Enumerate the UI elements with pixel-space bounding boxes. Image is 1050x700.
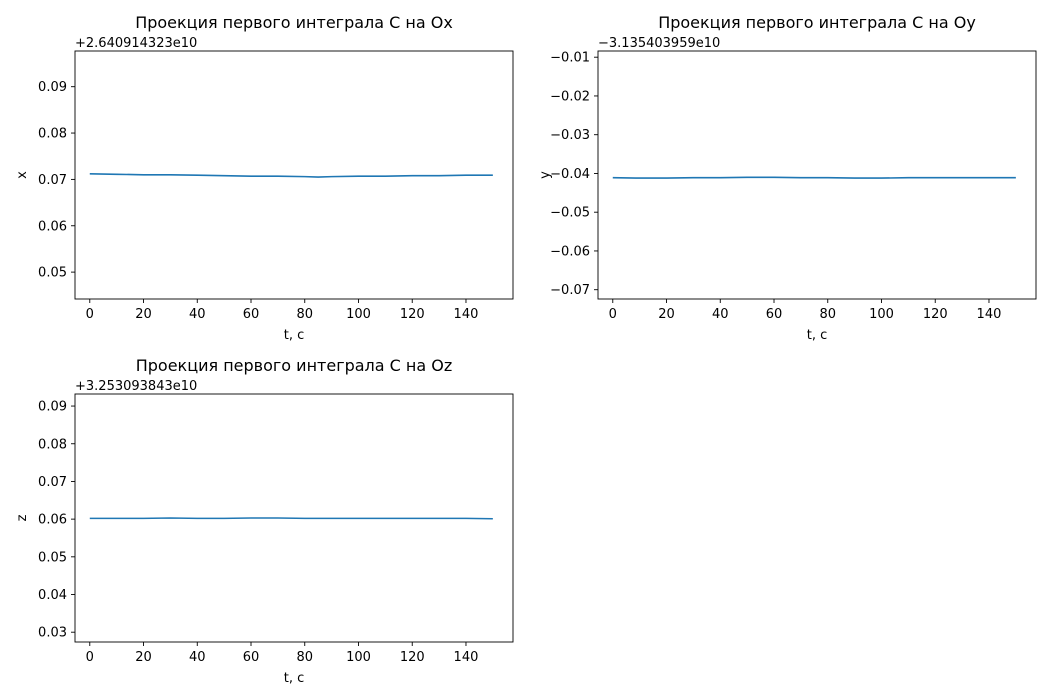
y-tick-label: −0.07 bbox=[550, 283, 590, 298]
x-tick-label: 40 bbox=[712, 307, 729, 322]
x-tick-label: 60 bbox=[766, 307, 783, 322]
x-tick-label: 100 bbox=[869, 307, 894, 322]
chart-title: Проекция первого интеграла C на Oy bbox=[658, 13, 976, 32]
x-tick-label: 20 bbox=[658, 307, 675, 322]
x-tick-label: 40 bbox=[189, 307, 206, 322]
chart-title: Проекция первого интеграла C на Ox bbox=[135, 13, 453, 32]
y-tick-label: −0.04 bbox=[550, 167, 590, 182]
y-tick-label: 0.06 bbox=[38, 219, 67, 234]
subplot-3: Проекция первого интеграла C на Oz +3.253… bbox=[15, 356, 514, 686]
y-tick-label: 0.06 bbox=[38, 513, 67, 528]
x-tick-label: 0 bbox=[609, 307, 617, 322]
x-tick-label: 120 bbox=[400, 307, 425, 322]
x-tick-label: 40 bbox=[189, 650, 206, 665]
y-tick-label: −0.01 bbox=[550, 51, 590, 66]
series-line bbox=[612, 176, 1016, 179]
x-tick-label: 20 bbox=[135, 307, 152, 322]
x-axis-label: t, c bbox=[284, 671, 305, 686]
axes-frame bbox=[597, 50, 1037, 300]
y-tick-label: 0.04 bbox=[38, 588, 67, 603]
y-axis-label: y bbox=[538, 171, 553, 179]
x-tick-label: 80 bbox=[819, 307, 836, 322]
y-tick-label: −0.06 bbox=[550, 244, 590, 259]
subplot-2: Проекция первого интеграла C на Oy −3.135… bbox=[538, 13, 1037, 343]
x-tick-label: 80 bbox=[296, 307, 313, 322]
x-tick-label: 140 bbox=[454, 307, 479, 322]
y-tick-label: 0.05 bbox=[38, 266, 67, 281]
series-line bbox=[89, 517, 493, 520]
y-tick-label: 0.08 bbox=[38, 127, 67, 142]
x-tick-label: 120 bbox=[923, 307, 948, 322]
x-axis-label: t, c bbox=[807, 328, 828, 343]
y-offset-label: −3.135403959e10 bbox=[598, 36, 720, 51]
x-tick-label: 100 bbox=[346, 650, 371, 665]
y-axis-label: z bbox=[15, 514, 30, 521]
y-tick-label: 0.09 bbox=[38, 400, 67, 415]
y-tick-label: 0.08 bbox=[38, 437, 67, 452]
x-tick-label: 140 bbox=[977, 307, 1002, 322]
axes-frame bbox=[74, 50, 514, 300]
x-tick-label: 60 bbox=[243, 650, 260, 665]
chart-title: Проекция первого интеграла C на Oz bbox=[136, 356, 453, 375]
x-axis-label: t, c bbox=[284, 328, 305, 343]
y-tick-label: 0.09 bbox=[38, 80, 67, 95]
x-tick-label: 80 bbox=[296, 650, 313, 665]
x-tick-label: 120 bbox=[400, 650, 425, 665]
y-offset-label: +3.253093843e10 bbox=[75, 379, 197, 394]
y-offset-label: +2.640914323e10 bbox=[75, 36, 197, 51]
y-tick-label: 0.05 bbox=[38, 550, 67, 565]
y-tick-label: 0.07 bbox=[38, 475, 67, 490]
x-tick-label: 60 bbox=[243, 307, 260, 322]
x-tick-label: 20 bbox=[135, 650, 152, 665]
y-tick-label: −0.02 bbox=[550, 89, 590, 104]
x-tick-label: 0 bbox=[86, 307, 94, 322]
y-tick-label: 0.07 bbox=[38, 173, 67, 188]
y-tick-label: −0.05 bbox=[550, 206, 590, 221]
y-tick-label: −0.03 bbox=[550, 128, 590, 143]
subplot-1: Проекция первого интеграла C на Ox +2.640… bbox=[15, 13, 514, 343]
x-tick-label: 100 bbox=[346, 307, 371, 322]
y-axis-label: x bbox=[15, 171, 30, 179]
x-tick-label: 0 bbox=[86, 650, 94, 665]
x-tick-label: 140 bbox=[454, 650, 479, 665]
y-tick-label: 0.03 bbox=[38, 626, 67, 641]
axes-frame bbox=[74, 393, 514, 643]
series-line bbox=[89, 173, 493, 178]
